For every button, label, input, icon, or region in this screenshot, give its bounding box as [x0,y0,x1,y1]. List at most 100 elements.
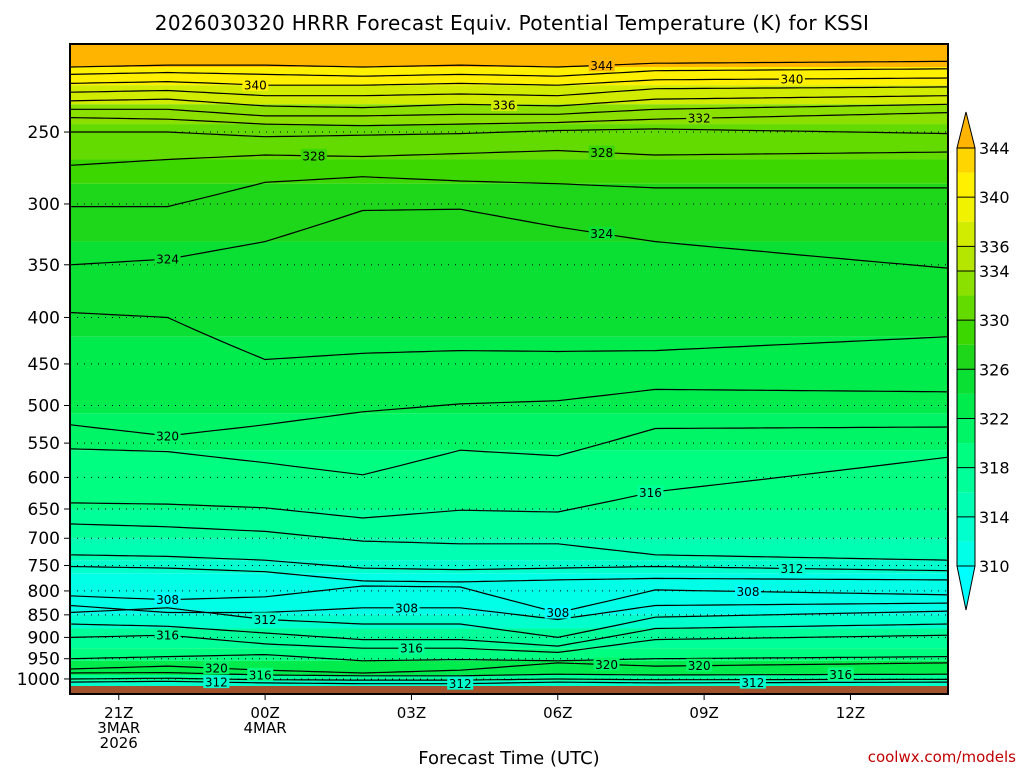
plot-area [70,44,948,694]
theta-e-band-328 [70,159,948,184]
contour-338-4 [69,86,949,97]
colorbar-label-318: 318 [979,459,1010,478]
theta-e-band-312 [70,560,948,574]
colorbar-label-330: 330 [979,311,1010,330]
contour-label-bg [778,561,805,575]
colorbar-segment [957,418,975,444]
contour-316-17 [69,456,949,519]
contour-318-29 [69,653,949,662]
colorbar-extend-high [956,111,976,149]
contour-label-308: 308 [395,601,418,615]
contour-label-bg [203,661,230,675]
contour-label-316: 316 [249,668,272,682]
x-tick-label: 4MAR [244,719,287,737]
y-tick-label-350: 350 [28,256,60,276]
colorbar-segment [957,369,975,394]
contour-label-bg [300,148,327,162]
contour-label-bg [637,485,664,499]
contour-label-316: 316 [639,486,662,500]
contour-label-332: 332 [688,112,711,126]
contour-label-336: 336 [493,99,516,113]
contour-label-316: 316 [829,668,852,682]
colorbar-label-322: 322 [979,409,1010,428]
contour-310-20 [69,565,948,583]
surface-bar [70,686,948,694]
x-tick-label: 21Z [104,704,133,722]
contour-318-16 [69,426,949,476]
contour-label-308: 308 [156,593,179,607]
y-axis: 2503003504004505005506006507007508008509… [17,123,70,690]
contour-label-316: 316 [156,629,179,643]
contour-330-8 [70,128,949,138]
contour-label-bg [252,612,279,626]
y-tick-label-500: 500 [28,396,60,416]
contour-label-bg [544,605,571,619]
colorbar-segment [957,295,975,321]
contour-label-312: 312 [254,613,277,627]
theta-e-band-330 [70,124,948,160]
colorbar-segment [957,320,975,345]
contour-328-9 [69,149,949,166]
contour-label-bg [778,71,805,85]
y-tick-label-900: 900 [28,628,60,648]
contour-label-bg [588,226,615,240]
contour-label-bg [588,145,615,159]
theta-e-band-326 [70,183,948,242]
colorbar-segment [957,492,975,517]
colorbar-segment [957,443,975,468]
colorbar-segment [957,393,975,419]
contour-label-bg [447,676,474,690]
y-tick-label-700: 700 [28,529,60,549]
y-tick-label-450: 450 [28,355,60,375]
contour-label-bg [203,675,230,689]
theta-e-band-340 [70,66,948,86]
contour-label-bg [398,641,425,655]
contour-label-bg [154,628,181,642]
colorbar-label-340: 340 [979,188,1010,207]
y-tick-label-800: 800 [28,582,60,602]
plot-frame [69,43,949,695]
x-tick-label: 03Z [397,704,426,722]
theta-e-band-344 [70,44,948,67]
x-tick-label: 06Z [543,704,572,722]
contour-label-312: 312 [449,677,472,691]
contour-label-bg [686,658,713,672]
x-tick-label: 2026 [100,734,138,752]
y-tick-label-300: 300 [28,195,60,215]
colorbar-segment [957,270,975,296]
y-tick-label-550: 550 [28,434,60,454]
theta-e-band-316 [70,674,948,681]
contour-314-26 [69,623,949,647]
contour-label-340: 340 [780,72,803,86]
contour-label-328: 328 [302,149,325,163]
colorbar-segment [957,516,975,542]
contour-326-11 [70,176,948,208]
contour-label-bg [154,252,181,266]
contour-320-15 [69,388,949,437]
contour-label-312: 312 [205,676,228,690]
contour-label-bg [593,657,620,671]
y-tick-label-400: 400 [28,308,60,328]
colorbar-label-334: 334 [979,262,1010,281]
x-axis-label: Forecast Time (UTC) [418,748,599,768]
contour-label-bg [491,98,518,112]
contour-316-27 [69,634,949,654]
y-tick-label-600: 600 [28,468,60,488]
theta-e-band-314 [70,538,948,561]
colorbar-segment [957,172,975,198]
theta-e-band-316 [70,509,948,539]
credit-text: coolwx.com/models [868,748,1016,766]
contour-label-bg [739,675,766,689]
contour-label-bg [827,667,854,681]
colorbar-segment [957,467,975,493]
contour-label-308: 308 [737,585,760,599]
contour-label-316: 316 [400,642,423,656]
y-tick-label-650: 650 [28,500,60,520]
colorbar-label-336: 336 [979,237,1010,256]
contour-label-bg [242,77,269,91]
theta-e-band-324 [70,241,948,337]
y-tick-label-850: 850 [28,606,60,626]
contour-label-bg [154,592,181,606]
contour-label-312: 312 [741,676,764,690]
